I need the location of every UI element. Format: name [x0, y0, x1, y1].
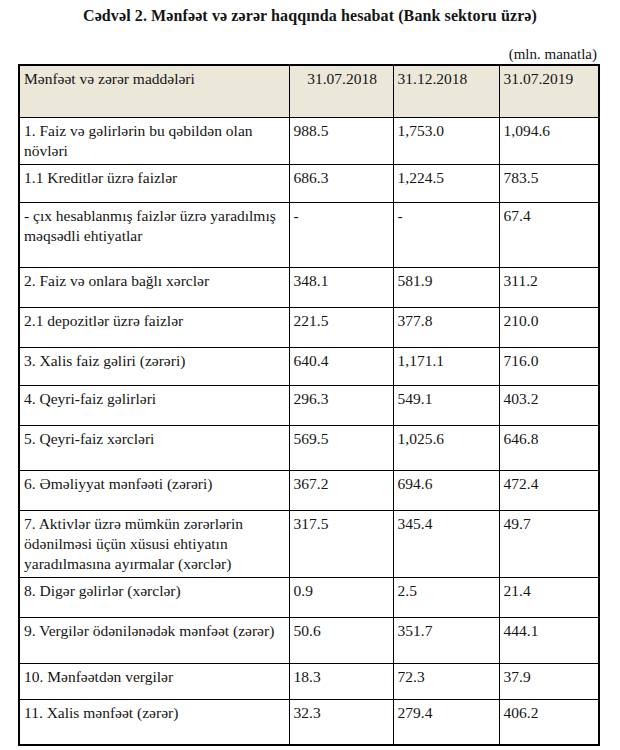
table-row: 2.1 depozitlər üzrə faizlər 221.5 377.8 …	[19, 307, 599, 347]
column-header-date-2: 31.12.2018	[393, 65, 499, 117]
cell-value: 783.5	[499, 164, 599, 202]
column-header-date-1: 31.07.2018	[289, 65, 393, 117]
column-header-items: Mənfəət və zərər maddələri	[19, 65, 289, 117]
cell-value: 296.3	[289, 385, 393, 425]
row-label: 11. Xalis mənfəət (zərər)	[19, 699, 289, 745]
cell-value: 403.2	[499, 385, 599, 425]
cell-value: 1,753.0	[393, 117, 499, 164]
cell-value: 72.3	[393, 663, 499, 699]
table-row: 4. Qeyri-faiz gəlirləri 296.3 549.1 403.…	[19, 385, 599, 425]
cell-value: 351.7	[393, 617, 499, 663]
table-row: 2. Faiz və onlara bağlı xərclər 348.1 58…	[19, 267, 599, 307]
cell-value: -	[393, 202, 499, 267]
row-label: - çıx hesablanmış faizlər üzrə yaradılmı…	[19, 202, 289, 267]
table-row: 9. Vergilər ödənilənədək mənfəət (zərər)…	[19, 617, 599, 663]
cell-value: 279.4	[393, 699, 499, 745]
cell-value: 21.4	[499, 577, 599, 617]
cell-value: 1,224.5	[393, 164, 499, 202]
cell-value: 569.5	[289, 425, 393, 470]
cell-value: 67.4	[499, 202, 599, 267]
table-header: Mənfəət və zərər maddələri 31.07.2018 31…	[19, 65, 599, 117]
profit-loss-table: Mənfəət və zərər maddələri 31.07.2018 31…	[18, 64, 600, 746]
cell-value: 311.2	[499, 267, 599, 307]
table-row: 7. Aktivlər üzrə mümkün zərərlərin ödəni…	[19, 510, 599, 577]
cell-value: 18.3	[289, 663, 393, 699]
row-label: 2.1 depozitlər üzrə faizlər	[19, 307, 289, 347]
cell-value: 348.1	[289, 267, 393, 307]
cell-value: 406.2	[499, 699, 599, 745]
table-row: 10. Mənfəətdən vergilər 18.3 72.3 37.9	[19, 663, 599, 699]
cell-value: 694.6	[393, 470, 499, 510]
cell-value: 1,094.6	[499, 117, 599, 164]
table-body: 1. Faiz və gəlirlərin bu qəbildən olan n…	[19, 117, 599, 745]
cell-value: 37.9	[499, 663, 599, 699]
row-label: 9. Vergilər ödənilənədək mənfəət (zərər)	[19, 617, 289, 663]
cell-value: 686.3	[289, 164, 393, 202]
row-label: 3. Xalis faiz gəliri (zərəri)	[19, 347, 289, 385]
cell-value: 317.5	[289, 510, 393, 577]
page-title: Cədvəl 2. Mənfəət və zərər haqqında hesa…	[0, 7, 620, 25]
row-label: 1. Faiz və gəlirlərin bu qəbildən olan n…	[19, 117, 289, 164]
header-row: Mənfəət və zərər maddələri 31.07.2018 31…	[19, 65, 599, 117]
table-row: 6. Əməliyyat mənfəəti (zərəri) 367.2 694…	[19, 470, 599, 510]
table-row: 3. Xalis faiz gəliri (zərəri) 640.4 1,17…	[19, 347, 599, 385]
cell-value: 549.1	[393, 385, 499, 425]
table-row: 8. Digər gəlirlər (xərclər) 0.9 2.5 21.4	[19, 577, 599, 617]
cell-value: 988.5	[289, 117, 393, 164]
row-label: 5. Qeyri-faiz xərcləri	[19, 425, 289, 470]
cell-value: 377.8	[393, 307, 499, 347]
column-header-date-3: 31.07.2019	[499, 65, 599, 117]
row-label: 8. Digər gəlirlər (xərclər)	[19, 577, 289, 617]
cell-value: -	[289, 202, 393, 267]
cell-value: 581.9	[393, 267, 499, 307]
row-label: 4. Qeyri-faiz gəlirləri	[19, 385, 289, 425]
cell-value: 472.4	[499, 470, 599, 510]
cell-value: 32.3	[289, 699, 393, 745]
cell-value: 367.2	[289, 470, 393, 510]
cell-value: 345.4	[393, 510, 499, 577]
cell-value: 444.1	[499, 617, 599, 663]
cell-value: 640.4	[289, 347, 393, 385]
row-label: 6. Əməliyyat mənfəəti (zərəri)	[19, 470, 289, 510]
cell-value: 210.0	[499, 307, 599, 347]
table-row: 11. Xalis mənfəət (zərər) 32.3 279.4 406…	[19, 699, 599, 745]
table-row: 1.1 Kreditlər üzrə faizlər 686.3 1,224.5…	[19, 164, 599, 202]
cell-value: 716.0	[499, 347, 599, 385]
table-row: 5. Qeyri-faiz xərcləri 569.5 1,025.6 646…	[19, 425, 599, 470]
cell-value: 2.5	[393, 577, 499, 617]
table-row: - çıx hesablanmış faizlər üzrə yaradılmı…	[19, 202, 599, 267]
row-label: 1.1 Kreditlər üzrə faizlər	[19, 164, 289, 202]
cell-value: 0.9	[289, 577, 393, 617]
row-label: 7. Aktivlər üzrə mümkün zərərlərin ödəni…	[19, 510, 289, 577]
row-label: 10. Mənfəətdən vergilər	[19, 663, 289, 699]
cell-value: 221.5	[289, 307, 393, 347]
cell-value: 646.8	[499, 425, 599, 470]
cell-value: 50.6	[289, 617, 393, 663]
cell-value: 49.7	[499, 510, 599, 577]
row-label: 2. Faiz və onlara bağlı xərclər	[19, 267, 289, 307]
cell-value: 1,025.6	[393, 425, 499, 470]
unit-note: (mln. manatla)	[18, 46, 598, 63]
table-container: (mln. manatla) Mənfəət və zərər maddələr…	[18, 46, 598, 746]
table-row: 1. Faiz və gəlirlərin bu qəbildən olan n…	[19, 117, 599, 164]
document-page: Cədvəl 2. Mənfəət və zərər haqqında hesa…	[0, 0, 620, 750]
cell-value: 1,171.1	[393, 347, 499, 385]
